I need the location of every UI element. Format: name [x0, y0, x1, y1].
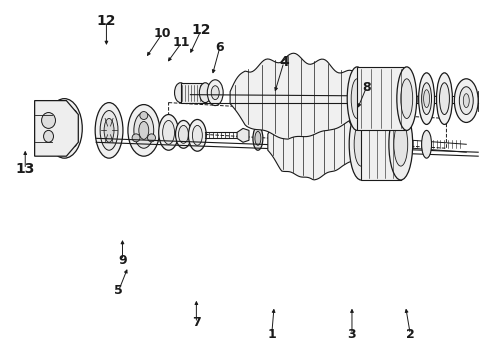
- Ellipse shape: [351, 79, 363, 118]
- Ellipse shape: [175, 121, 192, 148]
- Text: 4: 4: [279, 55, 289, 69]
- Bar: [361, 109, 401, 180]
- Ellipse shape: [139, 121, 149, 139]
- Ellipse shape: [159, 114, 178, 150]
- Ellipse shape: [147, 134, 155, 142]
- Ellipse shape: [437, 73, 452, 125]
- Ellipse shape: [253, 126, 263, 150]
- Ellipse shape: [47, 99, 82, 158]
- Ellipse shape: [42, 113, 55, 129]
- Ellipse shape: [421, 130, 432, 158]
- Ellipse shape: [104, 118, 114, 142]
- Ellipse shape: [132, 134, 140, 142]
- Ellipse shape: [207, 80, 223, 105]
- Ellipse shape: [193, 125, 202, 145]
- Polygon shape: [268, 103, 359, 180]
- Ellipse shape: [454, 79, 478, 122]
- Text: 5: 5: [114, 284, 123, 297]
- Ellipse shape: [347, 67, 367, 130]
- Bar: [180, 83, 205, 103]
- Ellipse shape: [174, 83, 187, 103]
- Ellipse shape: [255, 131, 261, 145]
- Ellipse shape: [211, 86, 219, 100]
- Ellipse shape: [71, 141, 76, 147]
- Ellipse shape: [134, 113, 154, 148]
- Polygon shape: [230, 53, 359, 139]
- Ellipse shape: [189, 120, 206, 151]
- Ellipse shape: [71, 110, 76, 116]
- Ellipse shape: [199, 83, 211, 103]
- Ellipse shape: [418, 73, 435, 125]
- Ellipse shape: [128, 105, 160, 156]
- Ellipse shape: [52, 110, 58, 116]
- Text: 12: 12: [97, 14, 116, 28]
- Text: 12: 12: [192, 23, 211, 37]
- Ellipse shape: [421, 83, 432, 114]
- Text: 10: 10: [153, 27, 171, 40]
- Text: 11: 11: [173, 36, 191, 49]
- Ellipse shape: [424, 90, 430, 108]
- Ellipse shape: [397, 67, 416, 130]
- Ellipse shape: [440, 83, 449, 114]
- Text: 2: 2: [406, 328, 415, 341]
- Text: 3: 3: [348, 328, 356, 341]
- Ellipse shape: [55, 113, 74, 144]
- Ellipse shape: [95, 103, 123, 158]
- Ellipse shape: [52, 141, 58, 147]
- Bar: [357, 67, 407, 130]
- Ellipse shape: [44, 130, 53, 142]
- Text: 13: 13: [16, 162, 35, 176]
- Ellipse shape: [394, 122, 408, 166]
- Ellipse shape: [389, 109, 413, 180]
- Ellipse shape: [401, 79, 413, 118]
- Ellipse shape: [163, 121, 174, 144]
- Ellipse shape: [100, 111, 118, 150]
- Text: 6: 6: [216, 41, 224, 54]
- Ellipse shape: [459, 87, 473, 114]
- Polygon shape: [35, 100, 78, 156]
- Polygon shape: [237, 129, 249, 142]
- Text: 7: 7: [192, 316, 201, 329]
- Ellipse shape: [140, 112, 148, 120]
- Ellipse shape: [349, 109, 373, 180]
- Ellipse shape: [354, 122, 368, 166]
- Ellipse shape: [178, 125, 189, 143]
- Text: 9: 9: [118, 254, 127, 267]
- Ellipse shape: [464, 94, 469, 108]
- Text: 8: 8: [362, 81, 371, 94]
- Text: 1: 1: [268, 328, 276, 341]
